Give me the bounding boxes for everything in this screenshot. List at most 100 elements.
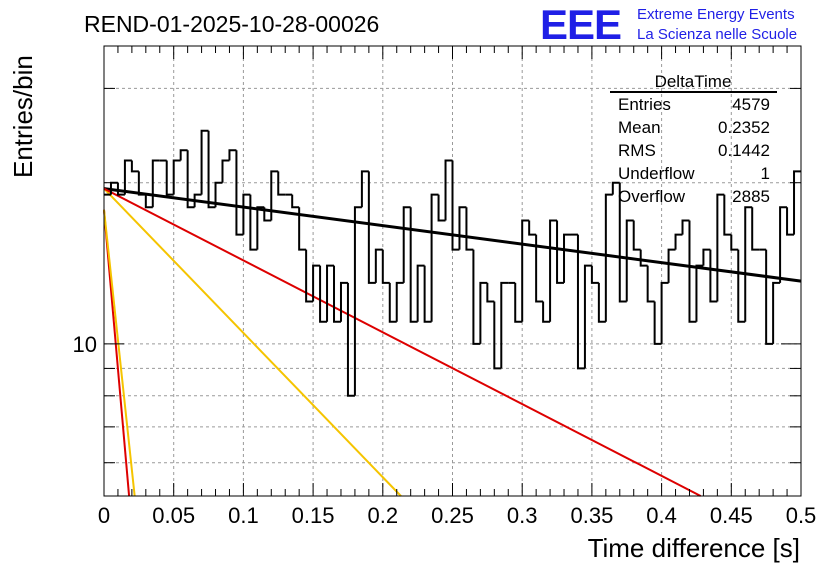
y-tick-label: 10 bbox=[73, 332, 97, 357]
histogram-bin bbox=[730, 234, 739, 251]
histogram-bin bbox=[214, 181, 223, 208]
histogram-bin bbox=[451, 160, 460, 251]
histogram-bin bbox=[535, 234, 544, 303]
histogram-bin bbox=[549, 219, 558, 322]
stats-value: 0.2352 bbox=[718, 118, 770, 137]
x-tick-label: 0.05 bbox=[152, 503, 195, 528]
histogram-bin bbox=[374, 248, 383, 283]
histogram-bin bbox=[653, 301, 662, 345]
histogram-bin bbox=[702, 248, 711, 266]
x-tick-label: 0.2 bbox=[368, 503, 399, 528]
histogram-bin bbox=[346, 282, 355, 397]
x-tick-label: 0.35 bbox=[570, 503, 613, 528]
histogram-bin bbox=[402, 206, 411, 283]
histogram-bin bbox=[235, 150, 244, 236]
histogram-bin bbox=[618, 182, 627, 303]
histogram-bin bbox=[291, 194, 300, 209]
histogram-bin bbox=[388, 282, 397, 323]
histogram-bin bbox=[423, 265, 432, 323]
x-tick-label: 0.1 bbox=[228, 503, 259, 528]
histogram-bin bbox=[716, 193, 725, 302]
histogram-bin bbox=[305, 249, 314, 303]
histogram-bin bbox=[632, 220, 641, 251]
histogram-bin bbox=[123, 159, 132, 195]
histogram-bin bbox=[437, 194, 446, 222]
histogram-bin bbox=[193, 193, 202, 208]
histogram-bin bbox=[695, 264, 704, 322]
histogram-bin bbox=[779, 206, 788, 283]
histogram-bin bbox=[514, 282, 523, 323]
histogram-bin bbox=[493, 301, 502, 370]
stats-box: DeltaTime Entries 4579 Mean 0.2352 RMS 0.1442… bbox=[610, 72, 777, 206]
histogram-bin bbox=[625, 219, 634, 302]
histogram-bin bbox=[165, 160, 174, 196]
histogram-bin bbox=[200, 129, 209, 195]
histogram-bin bbox=[604, 193, 613, 322]
histogram-bin bbox=[542, 301, 551, 323]
histogram-bin bbox=[228, 149, 237, 161]
x-tick-label: 0.3 bbox=[507, 503, 538, 528]
x-tick-label: 0.45 bbox=[710, 503, 753, 528]
histogram-bin bbox=[172, 159, 181, 195]
histogram-bin bbox=[765, 249, 774, 345]
axis-ticks: 0 0.05 0.1 0.15 0.2 0.25 0.3 0.35 0.4 0.45 0.5 10 bbox=[73, 46, 817, 528]
stats-value: 1 bbox=[761, 164, 770, 183]
histogram-bin bbox=[430, 193, 439, 322]
y-axis-label: Entries/bin bbox=[8, 55, 38, 178]
histogram-bin bbox=[500, 281, 509, 369]
histogram-bin bbox=[583, 264, 592, 369]
histogram-bin bbox=[646, 265, 655, 303]
histogram-bin bbox=[249, 194, 258, 251]
histogram-bin bbox=[207, 130, 216, 209]
histogram-bin bbox=[744, 206, 753, 322]
histogram-bin bbox=[381, 249, 390, 284]
histogram-bin bbox=[137, 171, 146, 196]
histogram-bin bbox=[395, 281, 404, 322]
stats-label: Mean bbox=[618, 118, 661, 137]
histogram-bin bbox=[479, 281, 488, 344]
histogram-bin bbox=[130, 160, 139, 173]
histogram-bin bbox=[353, 206, 362, 396]
histogram-bin bbox=[563, 233, 571, 283]
histogram-bin bbox=[667, 248, 676, 283]
histogram-bin bbox=[360, 170, 369, 208]
histogram-bin bbox=[751, 207, 760, 251]
histogram-bin bbox=[116, 182, 125, 196]
histogram-bin bbox=[242, 193, 251, 235]
histogram-bars bbox=[104, 129, 801, 397]
histogram-bin bbox=[458, 206, 467, 250]
histogram-bin bbox=[486, 282, 495, 303]
histogram-bin bbox=[590, 265, 599, 284]
project-name: Extreme Energy Events bbox=[637, 6, 795, 23]
stats-value: 4579 bbox=[732, 95, 770, 114]
stats-label: Overflow bbox=[618, 187, 686, 206]
histogram-bin bbox=[528, 220, 537, 236]
histogram-bin bbox=[444, 159, 453, 221]
histogram-bin bbox=[772, 281, 781, 344]
histogram-bin bbox=[416, 264, 425, 322]
histogram-bin bbox=[709, 249, 718, 303]
x-tick-label: 0.5 bbox=[786, 503, 817, 528]
x-tick-label: 0 bbox=[98, 503, 110, 528]
histogram-bin bbox=[660, 281, 669, 344]
histogram-bin bbox=[333, 265, 341, 323]
stats-label: Entries bbox=[618, 95, 671, 114]
fit-line bbox=[103, 209, 136, 497]
histogram-bin bbox=[737, 249, 746, 323]
histogram-bin bbox=[409, 207, 418, 323]
histogram-bin bbox=[319, 265, 328, 323]
histogram-bin bbox=[270, 170, 279, 221]
histogram-bin bbox=[639, 249, 648, 267]
x-axis-label: Time difference [s] bbox=[588, 533, 800, 563]
histogram-bin bbox=[723, 194, 732, 236]
histogram-bin bbox=[674, 233, 683, 250]
histogram-bin bbox=[472, 249, 481, 345]
histogram-bin bbox=[277, 171, 286, 196]
histogram-bin bbox=[521, 219, 530, 322]
stats-title: DeltaTime bbox=[655, 72, 732, 91]
stats-value: 0.1442 bbox=[718, 141, 770, 160]
histogram-bin bbox=[688, 220, 697, 323]
histogram-bin bbox=[221, 159, 230, 183]
histogram-bin bbox=[186, 150, 195, 209]
